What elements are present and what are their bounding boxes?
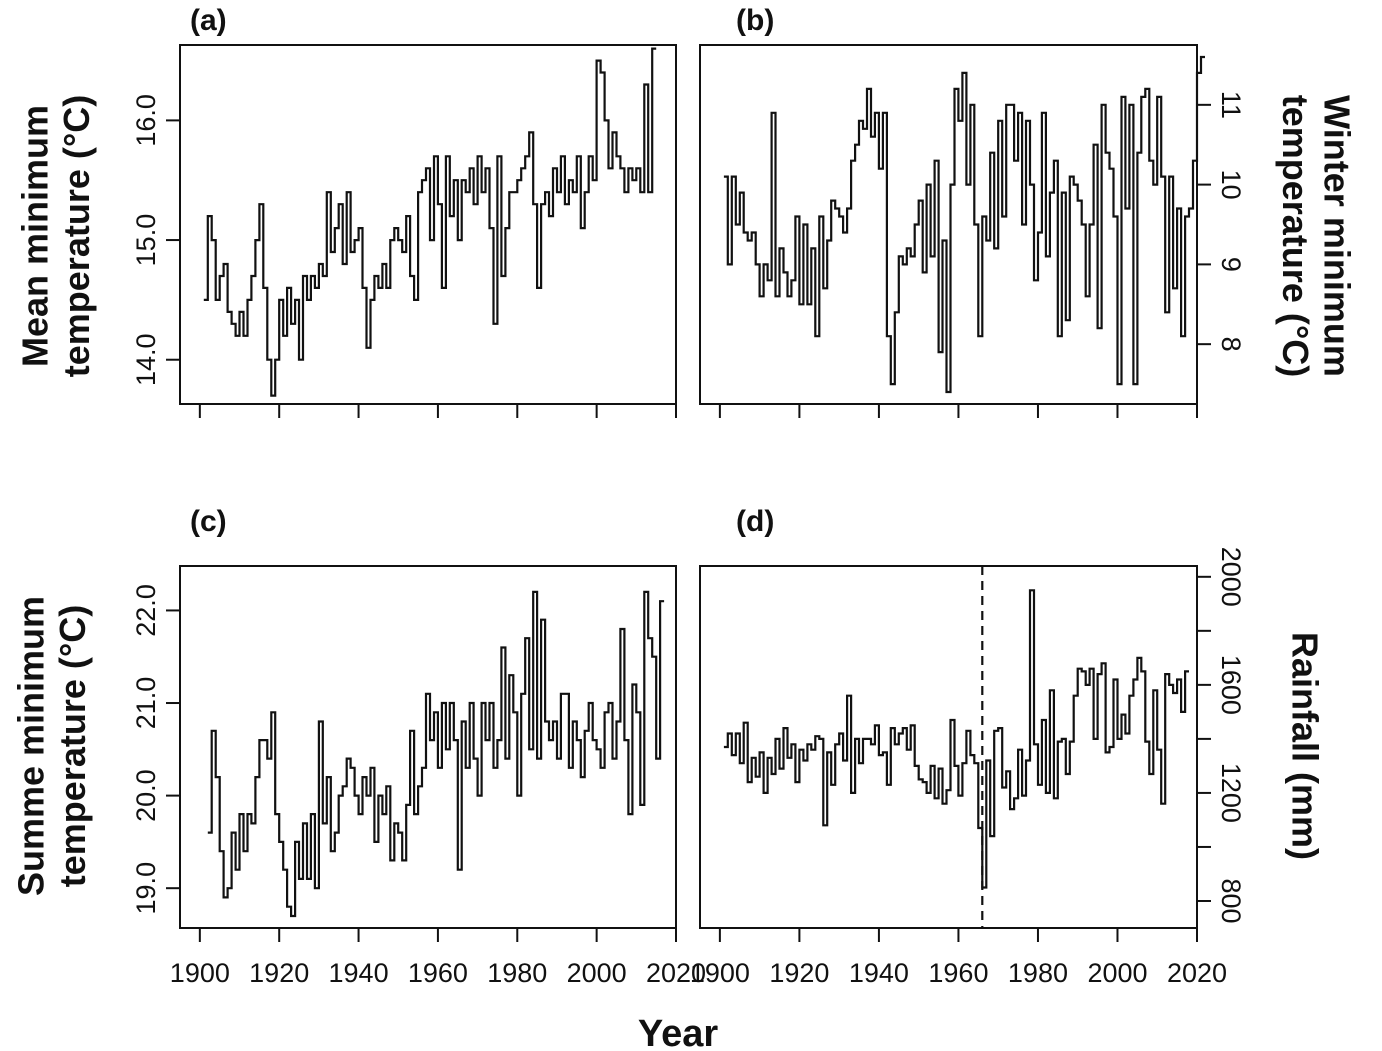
y-axis-title: Mean minimumtemperature (°C) [15, 95, 97, 377]
y-tick-label: 1600 [1216, 655, 1246, 715]
y-tick-label: 1200 [1216, 763, 1246, 823]
x-tick-label: 1940 [849, 958, 909, 988]
panel-label: (d) [736, 505, 774, 538]
y-tick-label: 16.0 [131, 94, 161, 147]
y-axis-title: Rainfall (mm) [1284, 632, 1325, 860]
x-tick-label: 1980 [1008, 958, 1068, 988]
y-tick-label: 9 [1216, 257, 1246, 272]
panel-label: (a) [190, 4, 227, 37]
y-tick-label: 10 [1216, 170, 1246, 200]
series-line [723, 589, 1189, 889]
y-tick-label: 14.0 [131, 333, 161, 386]
y-axis-title-line: temperature (°C) [56, 95, 97, 377]
y-tick-label: 8 [1216, 337, 1246, 352]
series-line [207, 590, 665, 918]
panel-c: (c) 1900 1920 1940 1960 1980 2000 2020 19.0 20.0 2… [11, 505, 706, 988]
y-axis-title-line: temperature (°C) [52, 605, 93, 887]
x-tick-label: 1900 [170, 958, 230, 988]
x-tick-label: 1920 [249, 958, 309, 988]
panel-b: (b) 8 9 10 11 Winter minimumtemperature (°C) [699, 4, 1357, 418]
x-axis-title: Year [638, 1013, 719, 1051]
y-axis-title: Summe minimumtemperature (°C) [11, 596, 93, 896]
y-axis-title-line: Summe minimum [11, 596, 52, 896]
y-tick-label: 800 [1216, 878, 1246, 923]
x-tick-label: 2000 [1087, 958, 1147, 988]
plot-frame [699, 565, 1198, 929]
panel-label: (b) [736, 4, 774, 37]
x-tick-label: 2020 [646, 958, 706, 988]
panel-label: (c) [190, 505, 227, 538]
panel-a: (a) 14.0 15.0 16.0 Mean minimumtemperature (… [15, 4, 677, 418]
x-tick-label: 2020 [1167, 958, 1227, 988]
x-tick-label: 1920 [769, 958, 829, 988]
x-tick-label: 1960 [408, 958, 468, 988]
x-tick-label: 1960 [928, 958, 988, 988]
series-line [723, 55, 1205, 394]
y-tick-label: 11 [1216, 91, 1246, 119]
y-axis-title-line: Winter minimum [1316, 95, 1357, 377]
y-axis-title-line: Mean minimum [15, 105, 56, 367]
y-tick-label: 19.0 [131, 862, 161, 915]
panel-d: (d) 1900 1920 1940 1960 1980 2000 2020 800 1200 16… [690, 505, 1326, 988]
plot-frame [179, 565, 677, 929]
y-axis-title: Winter minimumtemperature (°C) [1275, 95, 1357, 377]
y-tick-label: 15.0 [131, 214, 161, 267]
plot-frame [699, 44, 1198, 405]
x-tick-label: 1940 [329, 958, 389, 988]
y-tick-label: 21.0 [131, 677, 161, 730]
y-tick-label: 20.0 [131, 769, 161, 822]
x-tick-label: 2000 [567, 958, 627, 988]
y-tick-label: 2000 [1216, 547, 1246, 607]
y-axis-title-line: temperature (°C) [1275, 95, 1316, 377]
series-line [203, 47, 657, 397]
y-axis-title-line: Rainfall (mm) [1284, 632, 1325, 860]
plot-frame [179, 44, 677, 405]
y-tick-label: 22.0 [131, 584, 161, 637]
x-tick-label: 1900 [690, 958, 750, 988]
x-tick-label: 1980 [487, 958, 547, 988]
